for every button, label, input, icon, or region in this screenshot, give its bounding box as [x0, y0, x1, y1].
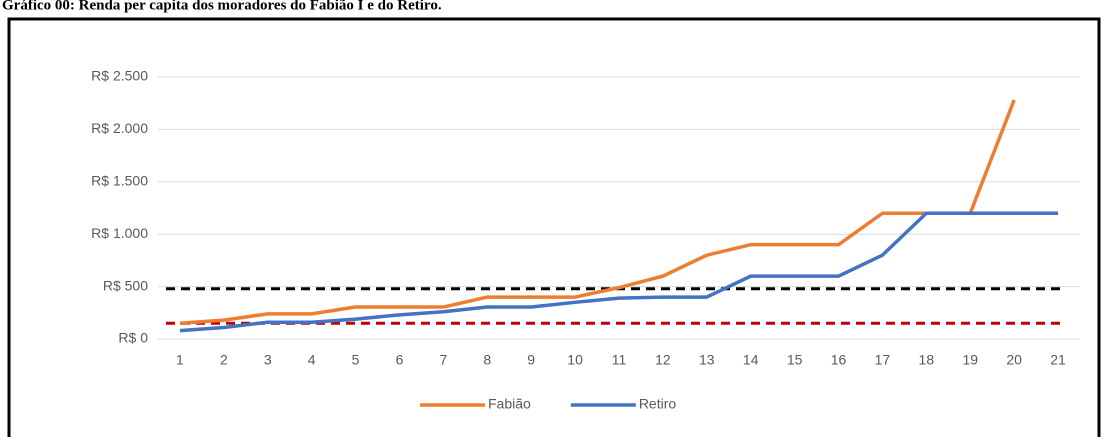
y-tick-label: R$ 500	[103, 277, 148, 293]
y-tick-label: R$ 1.000	[91, 225, 148, 241]
x-tick-label: 17	[875, 352, 891, 368]
x-tick-label: 8	[483, 352, 491, 368]
x-tick-label: 19	[962, 352, 978, 368]
x-tick-label: 14	[743, 352, 759, 368]
x-tick-label: 4	[308, 352, 316, 368]
x-tick-label: 1	[176, 352, 184, 368]
x-tick-label: 3	[264, 352, 272, 368]
x-tick-label: 5	[352, 352, 360, 368]
line-series	[179, 99, 1016, 326]
y-tick-label: R$ 2.500	[91, 68, 148, 84]
x-tick-label: 9	[527, 352, 535, 368]
legend-label: Retiro	[639, 396, 677, 412]
x-tick-label: 6	[396, 352, 404, 368]
x-tick-label: 2	[220, 352, 228, 368]
x-tick-label: 12	[655, 352, 671, 368]
legend-label: Fabião	[488, 396, 531, 412]
chart-title: Gráfico 00: Renda per capita dos morador…	[2, 0, 442, 13]
x-tick-label: 18	[919, 352, 935, 368]
line-series	[179, 211, 1059, 333]
chart-frame	[7, 17, 1101, 442]
x-tick-label: 16	[831, 352, 847, 368]
x-tick-label: 20	[1006, 352, 1022, 368]
x-tick-label: 15	[787, 352, 803, 368]
y-tick-label: R$ 0	[118, 330, 148, 346]
x-tick-label: 7	[439, 352, 447, 368]
y-tick-label: R$ 1.500	[91, 173, 148, 189]
x-tick-label: 13	[699, 352, 715, 368]
x-tick-label: 21	[1050, 352, 1066, 368]
x-tick-label: 10	[567, 352, 583, 368]
y-tick-label: R$ 2.000	[91, 120, 148, 136]
x-tick-label: 11	[612, 352, 627, 368]
